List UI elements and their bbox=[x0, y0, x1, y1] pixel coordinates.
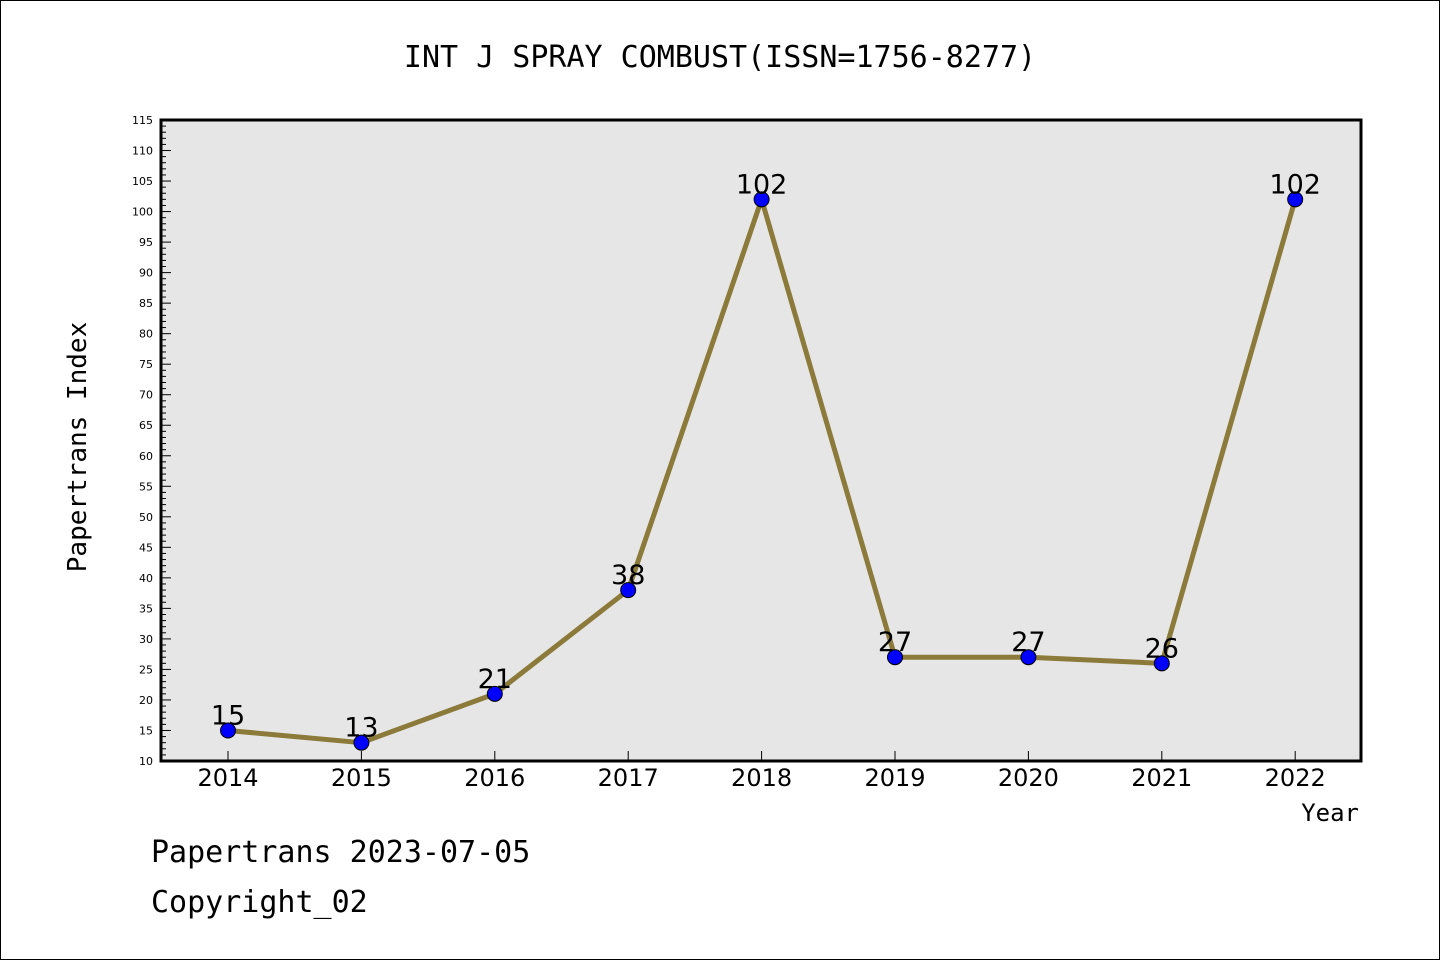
data-label: 102 bbox=[736, 169, 788, 200]
y-axis-label: Papertrans Index bbox=[63, 322, 93, 572]
y-tick-label: 35 bbox=[139, 602, 153, 615]
y-tick-label: 15 bbox=[139, 724, 153, 737]
x-axis-label: Year bbox=[1301, 799, 1359, 827]
y-tick-label: 20 bbox=[139, 694, 153, 707]
x-tick-label: 2016 bbox=[464, 764, 525, 792]
data-label: 13 bbox=[344, 713, 378, 744]
y-tick-label: 100 bbox=[132, 206, 153, 219]
data-label: 38 bbox=[611, 560, 645, 591]
data-label: 21 bbox=[478, 664, 512, 695]
y-tick-label: 30 bbox=[139, 633, 153, 646]
data-point bbox=[486, 685, 503, 702]
data-label: 15 bbox=[211, 700, 245, 731]
y-axis-ticks: 10 15 20 25 30 35 40 45 50 55 60 65 70 75 80 85 90 95 100 1… bbox=[132, 114, 171, 768]
data-label: 27 bbox=[1011, 627, 1045, 658]
y-tick-label: 65 bbox=[139, 419, 153, 432]
data-point bbox=[1287, 191, 1304, 208]
data-point bbox=[1020, 649, 1037, 666]
x-tick-label: 2021 bbox=[1131, 764, 1192, 792]
y-tick-label: 45 bbox=[139, 541, 153, 554]
plot-area bbox=[159, 118, 1363, 763]
y-tick-label: 95 bbox=[139, 236, 153, 249]
x-tick-label: 2022 bbox=[1265, 764, 1326, 792]
data-point bbox=[220, 722, 236, 739]
chart-title: INT J SPRAY COMBUST(ISSN=1756-8277) bbox=[404, 40, 1036, 75]
series-group: 15 13 21 38 102 27 27 26 102 bbox=[211, 169, 1321, 751]
data-point bbox=[887, 649, 903, 666]
y-tick-label: 25 bbox=[139, 663, 153, 676]
x-tick-label: 2015 bbox=[331, 764, 392, 792]
x-tick-label: 2020 bbox=[998, 764, 1059, 792]
data-point bbox=[620, 582, 637, 599]
x-tick-label: 2019 bbox=[864, 764, 925, 792]
footer-copyright: Copyright_02 bbox=[151, 885, 368, 920]
footer-date: Papertrans 2023-07-05 bbox=[151, 835, 531, 870]
y-tick-label: 70 bbox=[139, 389, 153, 402]
y-tick-label: 75 bbox=[139, 358, 153, 371]
y-tick-label: 40 bbox=[139, 572, 153, 585]
y-tick-label: 110 bbox=[132, 145, 153, 158]
data-point bbox=[753, 191, 770, 208]
data-label: 27 bbox=[878, 627, 912, 658]
y-tick-label: 90 bbox=[139, 267, 153, 280]
data-label: 26 bbox=[1145, 633, 1179, 664]
x-tick-label: 2014 bbox=[197, 764, 258, 792]
data-label: 102 bbox=[1269, 169, 1321, 200]
y-tick-label: 50 bbox=[139, 511, 153, 524]
x-axis-ticks: 2014 2015 2016 2017 2018 2019 2020 2021 2022 bbox=[197, 751, 1326, 792]
x-tick-label: 2017 bbox=[598, 764, 659, 792]
data-point bbox=[353, 734, 370, 751]
y-tick-label: 55 bbox=[139, 480, 153, 493]
x-tick-label: 2018 bbox=[731, 764, 792, 792]
y-tick-label: 60 bbox=[139, 450, 153, 463]
y-tick-label: 115 bbox=[132, 114, 153, 127]
y-tick-label: 80 bbox=[139, 328, 153, 341]
y-tick-label: 10 bbox=[139, 755, 153, 768]
y-tick-label: 85 bbox=[139, 297, 153, 310]
y-tick-label: 105 bbox=[132, 175, 153, 188]
data-point bbox=[1153, 655, 1170, 672]
